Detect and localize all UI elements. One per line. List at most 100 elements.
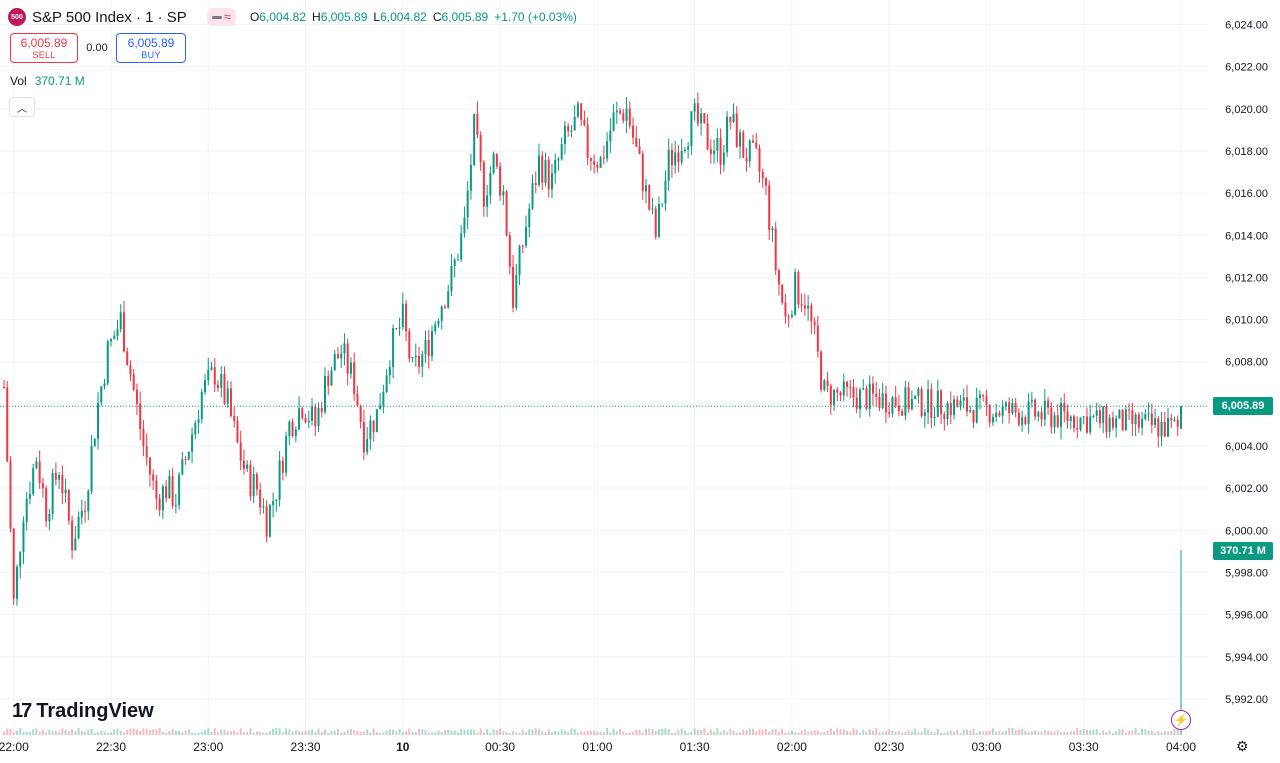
candle-body (1134, 414, 1137, 425)
candle-body (1111, 417, 1114, 428)
volume-bar (991, 728, 994, 735)
candle-body (1021, 417, 1024, 425)
volume-bar (868, 729, 871, 735)
volume-bar (531, 729, 534, 735)
buy-button[interactable]: 6,005.89 BUY (116, 33, 186, 63)
volume-bar (35, 728, 38, 735)
candle-body (1040, 412, 1043, 420)
volume-bar (570, 728, 573, 735)
volume-bar (696, 730, 699, 735)
tradingview-logo[interactable]: 17 TradingView (12, 700, 154, 723)
volume-bar (907, 729, 910, 735)
candle-body (213, 367, 216, 385)
volume-bar (800, 730, 803, 735)
candle-body (22, 522, 25, 552)
candle-body (797, 272, 800, 305)
candle-body (648, 185, 651, 210)
candle-body (638, 146, 641, 154)
volume-bar (609, 732, 612, 735)
candle-body (19, 551, 22, 567)
candle-body (262, 506, 265, 508)
volume-bar (317, 728, 320, 735)
volume-bar (654, 730, 657, 735)
volume-bar (314, 731, 317, 735)
candle-body (531, 183, 534, 209)
collapse-legend-button[interactable]: ︿ (9, 97, 35, 117)
volume-bar (434, 732, 437, 735)
volume-bar (1024, 730, 1027, 735)
volume-bar (135, 729, 138, 735)
volume-bar (411, 731, 414, 735)
candle-body (1060, 403, 1063, 427)
sell-button[interactable]: 6,005.89 SELL (10, 33, 78, 63)
candle-body (1069, 416, 1072, 422)
candle-body (450, 265, 453, 292)
volume-bar (859, 732, 861, 735)
candle-body (330, 370, 333, 386)
candle-body (414, 355, 417, 358)
settings-gear-icon[interactable]: ⚙ (1236, 738, 1249, 754)
volume-legend[interactable]: Vol 370.71 M (10, 74, 85, 88)
price-axis[interactable]: 5,992.00 5,994.00 5,996.00 5,998.00 6,000.00… (1225, 20, 1268, 706)
candle-body (28, 494, 31, 499)
volume-bar (1037, 731, 1040, 735)
volume-bar (862, 729, 865, 735)
candle-body (833, 389, 836, 405)
volume-bar (45, 732, 48, 735)
volume-bar (525, 732, 528, 735)
volume-bar (93, 732, 96, 735)
volume-bar (602, 732, 605, 735)
volume-bar (528, 729, 531, 735)
volume-bar (755, 731, 758, 735)
candle-body (15, 566, 18, 599)
candle-body (1014, 402, 1017, 413)
candle-body (398, 327, 401, 329)
candle-body (181, 459, 184, 475)
candle-body (683, 149, 686, 151)
volume-bar (1047, 730, 1050, 735)
candle-body (502, 191, 505, 196)
symbol-logo-icon[interactable]: 500 (8, 8, 26, 26)
volume-bar (281, 732, 284, 735)
candle-body (625, 108, 628, 121)
volume-bar (910, 731, 913, 735)
candle-body (291, 421, 294, 437)
candle-body (353, 362, 356, 394)
volume-bar (482, 732, 485, 735)
volume-bar (998, 730, 1001, 735)
candle-body (735, 113, 738, 147)
candle-body (586, 125, 589, 159)
volume-bar (680, 728, 683, 735)
volume-bar (846, 730, 849, 735)
time-axis[interactable]: 22:00 22:30 23:00 23:30 10 00:30 01:00 01:30 02:… (0, 740, 1196, 754)
volume-bar (706, 732, 709, 735)
volume-bar (346, 729, 349, 735)
candle-body (405, 303, 408, 332)
volume-bar (48, 729, 51, 735)
candle-body (126, 351, 129, 366)
volume-bar (1053, 731, 1056, 735)
candle-body (1024, 417, 1027, 424)
volume-bar (90, 728, 93, 735)
volume-bar (674, 732, 677, 735)
market-status-pill[interactable]: ≈ (206, 8, 236, 26)
candle-body (298, 408, 301, 430)
candle-body (103, 383, 106, 387)
volume-bar (670, 732, 673, 735)
volume-bar (132, 728, 135, 735)
volume-bar (369, 732, 372, 735)
flash-icon[interactable]: ⚡ (1171, 710, 1191, 730)
symbol-title[interactable]: S&P 500 Index · 1 · SP (32, 8, 187, 26)
low-value: L6,004.82 (373, 10, 427, 24)
candle-body (385, 375, 388, 393)
candle-body (275, 499, 278, 501)
current-price-label: 6,005.89 (1213, 397, 1273, 416)
candle-body (842, 381, 845, 396)
candle-body (868, 383, 871, 409)
volume-bar (398, 729, 401, 735)
volume-bar (547, 729, 550, 735)
candle-body (434, 324, 437, 332)
candle-body (1128, 409, 1131, 411)
volume-bar (949, 730, 952, 735)
